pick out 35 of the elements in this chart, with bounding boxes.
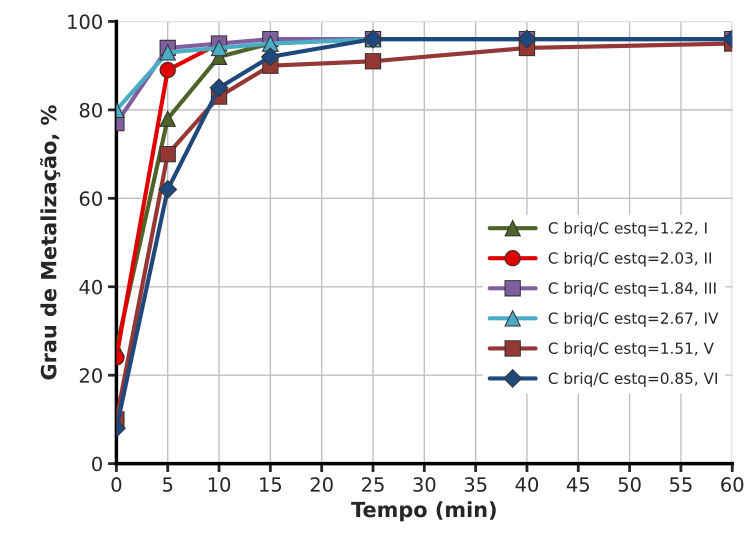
x-tick-label: 45 [566,477,589,492]
legend-label: C briq/C estq=2.67, IV [548,312,718,327]
point [160,110,176,127]
x-tick-label: 40 [516,477,538,492]
y-tick-label: 60 [80,191,102,206]
legend-label: C briq/C estq=1.51, V [548,342,714,357]
x-tick-label: 60 [721,477,744,492]
point [261,47,280,66]
y-tick-label: 80 [80,102,102,118]
x-tick-label: 10 [208,477,230,492]
point [160,146,176,162]
x-tick-label: 5 [163,477,172,492]
x-tick-label: 30 [413,477,436,492]
point [160,44,176,61]
point [158,180,178,199]
point [210,40,228,56]
point [210,78,228,98]
x-tick-label: 50 [618,477,641,492]
x-tick-label: 25 [362,477,384,492]
x-axis-title: Tempo (min) [351,501,496,522]
legend-label: C briq/C estq=0.85, VI [548,372,717,387]
x-tick-label: 15 [260,477,282,492]
x-tick-label: 20 [310,477,333,492]
x-tick-label: 0 [112,477,122,492]
x-tick-label: 55 [670,477,692,492]
legend-label: C briq/C estq=1.84, III [548,282,716,297]
legend-label: C briq/C estq=1.22, I [548,222,707,237]
legend-label: C briq/C estq=2.03, II [548,252,712,267]
y-tick-label: 20 [80,368,102,383]
y-tick-label: 0 [92,456,102,472]
y-tick-label: 40 [79,280,102,294]
point [364,53,382,70]
x-tick-label: 35 [464,477,486,492]
y-tick-label: 100 [68,14,102,30]
y-axis-title: Grau de Metalização, % [40,105,60,380]
